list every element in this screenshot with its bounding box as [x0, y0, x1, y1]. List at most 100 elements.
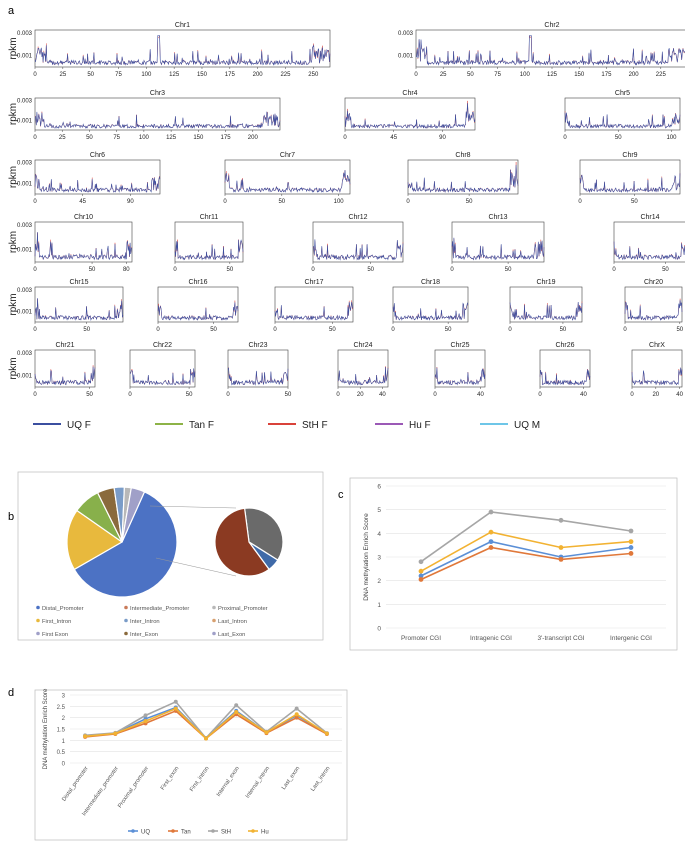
chromosome-title: Chr1	[175, 22, 190, 29]
series-line-uq-f	[227, 367, 289, 386]
x-tick-label: 50	[445, 327, 452, 333]
x-tick-label: Intragenic CGI	[470, 635, 512, 642]
y-axis-label: rpkm	[8, 166, 19, 188]
x-tick-label: 250	[308, 72, 319, 78]
x-tick-label: 50	[467, 72, 474, 78]
x-tick-label: 25	[59, 72, 66, 78]
chromosome-panel-chr11: Chr11 0 50	[173, 214, 244, 273]
x-tick-label: 150	[197, 72, 208, 78]
legend-label: StH	[221, 830, 231, 836]
series-line-sth-f	[174, 239, 244, 261]
legend-label: Last_Exon	[218, 632, 245, 638]
data-point-uq	[488, 539, 494, 545]
series-line-uq-f	[434, 367, 486, 386]
data-point-tan	[628, 551, 634, 556]
y-tick-label: 0.001	[17, 248, 33, 254]
legend-marker	[251, 829, 255, 833]
y-tick-label: 1	[62, 739, 66, 745]
data-point-tan	[488, 545, 494, 550]
x-tick-label: 50	[505, 267, 512, 273]
data-point-sth	[558, 517, 564, 523]
series-line-uq-f	[509, 301, 583, 321]
x-tick-label: 0	[33, 72, 37, 78]
y-tick-label: 0.5	[57, 750, 66, 756]
x-tick-label: 50	[186, 392, 193, 398]
y-axis-label: rpkm	[8, 357, 19, 379]
chromosome-title: Chr6	[90, 152, 105, 159]
chromosome-frame	[34, 29, 331, 68]
panel-d-frame	[34, 689, 348, 841]
series-line-uq	[420, 540, 632, 577]
x-tick-label: 40	[379, 392, 386, 398]
y-tick-label: 2	[62, 716, 66, 722]
chromosome-title: Chr7	[280, 152, 295, 159]
x-tick-label: Intergenic CGI	[610, 635, 652, 642]
data-point-sth	[628, 528, 634, 534]
legend-marker	[171, 829, 175, 833]
x-tick-label: 100	[141, 72, 152, 78]
chromosome-panel-chr9: Chr9 0 50	[578, 152, 681, 205]
y-axis-label: DNA methylation Enrich Score	[363, 513, 370, 601]
x-tick-label: 50	[87, 72, 94, 78]
x-tick-label: 50	[466, 199, 473, 205]
chromosome-panel-chr17: Chr17 0 50	[273, 279, 354, 333]
chromosome-frame	[407, 159, 519, 195]
data-point-hu	[324, 731, 329, 736]
x-tick-label: 0	[226, 392, 230, 398]
series-line-uq-f	[224, 170, 351, 193]
chromosome-title: Chr12	[348, 214, 367, 221]
x-tick-label: 50	[615, 135, 622, 141]
panel-b: b Distal_Promoter Intermediate_Promoter Pr…	[8, 471, 324, 641]
chromosome-panel-chr23: Chr23 0 50	[226, 342, 292, 398]
y-tick-label: 3	[377, 555, 381, 562]
x-tick-label: 0	[33, 267, 37, 273]
x-tick-label: 125	[547, 72, 558, 78]
legend-label: UQ	[141, 830, 150, 836]
main-pie-slice-6	[121, 487, 146, 543]
legend-label: First_Intron	[42, 619, 71, 625]
chromosome-title: Chr10	[74, 214, 93, 221]
data-point-sth	[173, 699, 178, 704]
x-tick-label: 50	[210, 327, 217, 333]
panel-c-frame	[349, 477, 678, 651]
chromosome-title: Chr16	[188, 279, 207, 286]
legend-marker	[124, 605, 128, 610]
data-point-uq	[418, 573, 424, 579]
x-tick-label: 50	[676, 327, 683, 333]
series-line-uq-f	[337, 366, 389, 386]
legend-panel-d: UQ Tan StH Hu	[128, 829, 269, 836]
chromosome-frame	[34, 286, 124, 323]
x-tick-label: 0	[578, 199, 582, 205]
panel-label-b: b	[8, 511, 14, 523]
legend-marker	[124, 618, 128, 623]
x-tick-label: 100	[139, 135, 150, 141]
detail-pie-slice-0	[243, 507, 284, 561]
series-line-sth	[420, 511, 632, 563]
y-tick-label: 3	[62, 694, 66, 700]
data-point-hu	[264, 730, 269, 735]
data-point-tan	[294, 715, 299, 720]
x-tick-label: 100	[666, 135, 677, 141]
data-point-tan	[558, 556, 564, 562]
x-tick-label: 45	[390, 135, 397, 141]
chromosome-panel-chr19: Chr19 0 50	[508, 279, 583, 333]
data-point-uq	[628, 545, 634, 550]
y-tick-label: 0.003	[17, 99, 33, 105]
x-tick-label: 20	[652, 392, 659, 398]
legend-label: StH F	[302, 420, 328, 431]
chromosome-frame	[227, 349, 289, 388]
series-line-uq-f	[579, 173, 681, 194]
y-tick-label: 0	[62, 762, 66, 768]
chromosome-panel-chr8: Chr8 0 50	[406, 152, 519, 205]
x-tick-label: 0	[156, 327, 160, 333]
chromosome-panel-chr18: Chr18 0 50	[391, 279, 469, 333]
legend-label: Tan F	[189, 420, 214, 431]
data-point-hu	[83, 734, 88, 739]
legend-marker	[212, 618, 216, 623]
x-tick-label: 0	[273, 327, 277, 333]
y-axis-label: DNA methylation Enrich Score	[43, 688, 49, 769]
x-tick-label: 50	[329, 327, 336, 333]
